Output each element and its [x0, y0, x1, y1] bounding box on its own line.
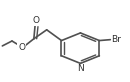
Text: Br: Br: [111, 35, 121, 44]
Text: O: O: [18, 43, 25, 52]
Text: O: O: [32, 16, 39, 25]
Text: N: N: [77, 64, 84, 73]
